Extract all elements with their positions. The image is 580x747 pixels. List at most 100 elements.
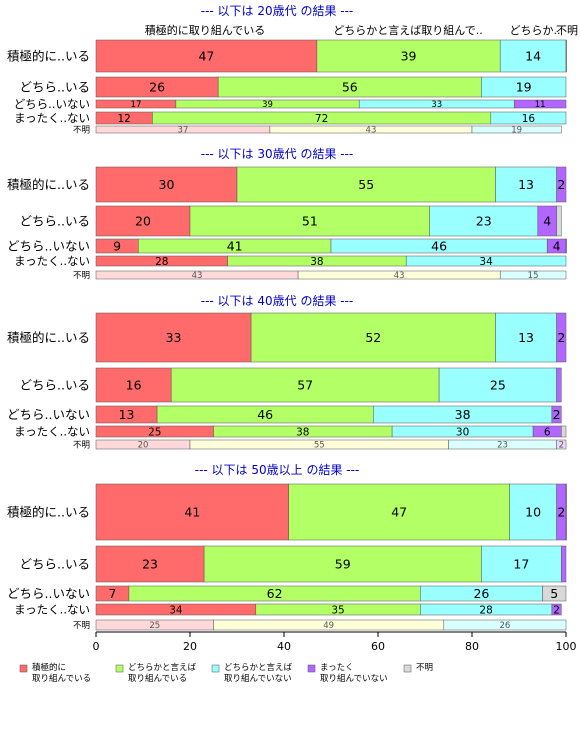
data-label: 15 (528, 271, 539, 281)
data-label: 25 (149, 621, 160, 631)
panel-title: --- 以下は 30歳代 の結果 --- (201, 147, 354, 161)
bar-segment (556, 312, 567, 363)
bar-segment (203, 545, 482, 583)
data-label: 57 (297, 378, 313, 393)
data-label: 39 (401, 49, 417, 64)
data-label: 2 (557, 505, 565, 520)
data-label: 13 (119, 407, 135, 422)
bar-segment (405, 255, 567, 267)
row-label: 不明 (73, 621, 90, 631)
data-label: 20 (138, 441, 149, 451)
x-tick-label: 40 (277, 640, 291, 653)
data-label: 28 (479, 604, 492, 616)
panel-title: --- 以下は 20歳代 の結果 --- (201, 4, 354, 18)
data-label: 41 (184, 505, 200, 520)
row-label: まったく..ない (14, 425, 90, 439)
bar-segment (481, 545, 562, 583)
data-label: 16 (126, 378, 142, 393)
data-label: 26 (149, 80, 165, 95)
x-tick-label: 0 (93, 640, 100, 653)
data-label: 62 (267, 586, 283, 601)
bar-segment (565, 39, 567, 73)
data-label: 46 (431, 239, 447, 254)
row-label: まったく..ない (14, 603, 90, 617)
column-header: どちらかと言えば取り組んで.. (333, 24, 482, 37)
data-label: 23 (497, 441, 508, 451)
data-label: 6 (544, 426, 551, 438)
data-label: 11 (535, 100, 546, 110)
bar-segment (189, 205, 430, 237)
row-label: まったく..ない (14, 111, 90, 125)
data-label: 47 (391, 505, 407, 520)
data-label: 2 (557, 177, 565, 192)
data-label: 55 (358, 177, 374, 192)
data-label: 55 (314, 441, 325, 451)
legend-swatch (19, 664, 28, 673)
row-label: 積極的に..いる (7, 505, 90, 520)
legend-label: 積極的に (32, 662, 66, 673)
x-tick-label: 20 (183, 640, 197, 653)
bar-segment (316, 39, 501, 73)
data-label: 17 (513, 557, 529, 572)
bar-segment (499, 39, 567, 73)
data-label: 20 (135, 214, 151, 229)
row-label: どちら..いる (20, 214, 90, 229)
column-header: どちらか.. (510, 24, 561, 37)
row-label: 積極的に..いる (7, 49, 90, 64)
column-header: 不明 (556, 24, 578, 37)
data-label: 38 (310, 256, 323, 268)
bar-segment (288, 483, 510, 541)
data-label: 46 (257, 407, 273, 422)
row-label: 不明 (73, 441, 90, 451)
legend-label: 不明 (416, 663, 433, 673)
data-label: 25 (148, 426, 161, 438)
data-label: 19 (511, 126, 522, 136)
bar-segment (170, 367, 440, 403)
data-label: 17 (131, 100, 142, 110)
bar-segment (561, 425, 567, 438)
bar-segment (514, 99, 567, 109)
legend-label: 取り組んでいる (128, 673, 187, 684)
data-label: 52 (365, 330, 381, 345)
data-label: 16 (522, 113, 536, 125)
data-label: 23 (476, 214, 492, 229)
data-label: 13 (518, 177, 534, 192)
bar-segment (565, 238, 567, 254)
data-label: 14 (525, 49, 541, 64)
legend-label: 取り組んでいない (320, 673, 388, 684)
row-label: 積極的に..いる (7, 330, 90, 345)
data-label: 51 (302, 214, 318, 229)
data-label: 26 (473, 586, 489, 601)
panel-title: --- 以下は 40歳代 の結果 --- (201, 294, 354, 308)
bar-segment (556, 367, 562, 403)
x-tick-label: 80 (465, 640, 479, 653)
bar-segment (95, 39, 318, 73)
bar-segment (95, 166, 238, 203)
data-label: 43 (192, 271, 203, 281)
data-label: 72 (315, 113, 328, 125)
data-label: 41 (227, 239, 243, 254)
row-label: どちら..いる (20, 80, 90, 95)
bar-segment (551, 603, 562, 616)
data-label: 2 (559, 441, 564, 451)
data-label: 38 (455, 407, 471, 422)
x-tick-label: 60 (371, 640, 385, 653)
data-label: 2 (553, 407, 561, 422)
row-label: どちら..いない (14, 97, 90, 111)
bar-segment (556, 439, 567, 450)
row-label: どちら..いる (20, 557, 90, 572)
row-label: まったく..ない (14, 254, 90, 268)
bar-segment (561, 545, 567, 583)
bar-segment (556, 205, 562, 237)
row-label: どちら..いない (7, 586, 90, 601)
data-label: 26 (499, 621, 510, 631)
data-label: 9 (113, 239, 121, 254)
bar-segment (542, 585, 567, 602)
bar-segment (443, 619, 567, 631)
data-label: 35 (331, 604, 344, 616)
data-label: 7 (108, 586, 116, 601)
legend-label: どちらかと言えば (224, 662, 293, 673)
data-label: 19 (516, 80, 532, 95)
data-label: 4 (543, 214, 551, 229)
